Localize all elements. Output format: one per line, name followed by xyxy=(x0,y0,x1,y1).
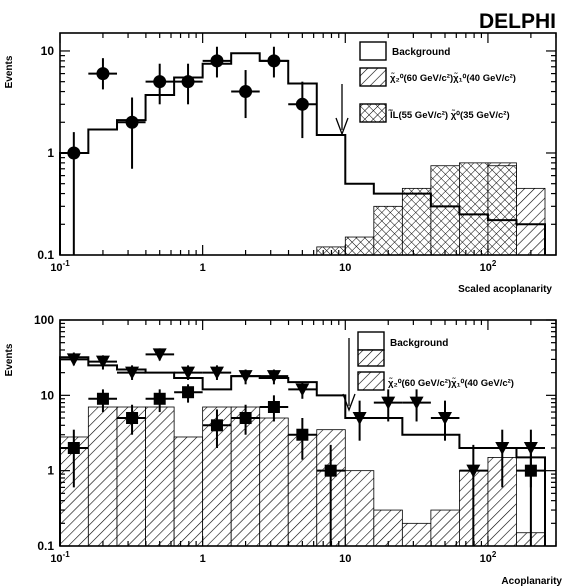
top-panel: 10-1 1 10 102 0.1 1 10 Events Scaled acoplanar… xyxy=(4,32,557,295)
bottom-data-point-triangle xyxy=(295,383,310,397)
bottom-signal-bar xyxy=(145,406,175,547)
bottom-legend-label-signal: χ̃₂⁰(60 GeV/c²)χ̃₁⁰(40 GeV/c²) xyxy=(388,377,514,389)
bottom-data-point-triangle xyxy=(152,348,167,362)
top-data-point xyxy=(210,54,224,68)
bottom-legend-swatch-signal xyxy=(357,371,385,391)
bottom-bars-layer xyxy=(59,356,547,547)
top-x-tick-label: 10-1 xyxy=(50,259,70,274)
top-signal-bar xyxy=(487,165,517,256)
bottom-data-point-square xyxy=(524,464,537,477)
bottom-data-point-triangle xyxy=(495,441,510,455)
bottom-data-point-triangle xyxy=(352,412,367,426)
top-signal-bar xyxy=(430,165,460,256)
bottom-y-tick-label: 1 xyxy=(47,464,54,478)
bottom-legend-swatch-signal-bg xyxy=(357,349,385,367)
bottom-data-point-square xyxy=(296,428,309,441)
bottom-data-point-square xyxy=(324,464,337,477)
bottom-frame xyxy=(59,319,557,547)
bottom-data-point-triangle xyxy=(266,370,281,384)
top-cut-arrow xyxy=(335,84,349,136)
bottom-data-point-square xyxy=(153,392,166,405)
top-data-point xyxy=(153,75,167,89)
bottom-data-point-triangle xyxy=(437,412,452,426)
bottom-data-point-triangle xyxy=(125,366,140,380)
bottom-signal-bar xyxy=(373,509,403,547)
top-data-point xyxy=(67,146,81,160)
top-legend-swatch-background xyxy=(359,41,387,61)
bottom-data-point-square xyxy=(182,386,195,399)
bottom-legend-swatch-background xyxy=(357,331,385,351)
bottom-data-point-square xyxy=(267,401,280,414)
experiment-label: DELPHI xyxy=(479,10,556,33)
bottom-y-tick-label: 10 xyxy=(41,388,55,402)
bottom-points-layer xyxy=(60,348,546,546)
bottom-data-point-square xyxy=(96,392,109,405)
bottom-signal-bar xyxy=(87,406,118,547)
bottom-data-point-triangle xyxy=(409,396,424,410)
top-frame xyxy=(59,32,557,256)
bottom-legend-label-background: Background xyxy=(390,338,448,349)
top-signal-bar xyxy=(401,187,432,256)
bottom-signal-bar xyxy=(259,417,289,547)
bottom-data-point-triangle xyxy=(238,370,253,384)
bottom-data-point-triangle xyxy=(181,366,196,380)
bottom-x-tick-label: 10 xyxy=(339,553,351,565)
bottom-data-point-triangle xyxy=(209,366,224,380)
bottom-data-point-square xyxy=(239,412,252,425)
bottom-data-point-triangle xyxy=(381,396,396,410)
bottom-data-point-square xyxy=(126,412,139,425)
top-legend-label-background: Background xyxy=(392,47,450,58)
bottom-background-histogram xyxy=(59,356,547,546)
top-y-tick-label: 0.1 xyxy=(37,248,54,262)
bottom-x-axis-label: Acoplanarity xyxy=(501,576,562,587)
top-x-tick-label: 102 xyxy=(480,259,497,274)
top-legend-label-signal-1: χ̃₂⁰(60 GeV/c²)χ̃₁⁰(40 GeV/c²) xyxy=(390,72,516,84)
top-y-tick-label: 10 xyxy=(41,44,55,58)
bottom-legend: Background χ̃₂⁰(60 GeV/c²)χ̃₁⁰(40 GeV/c²… xyxy=(357,331,514,391)
bottom-data-point-triangle xyxy=(466,464,481,478)
top-data-point xyxy=(125,115,139,129)
bottom-x-tick-label: 1 xyxy=(200,553,206,565)
bottom-signal-bar xyxy=(344,470,375,547)
top-x-axis-label: Scaled acoplanarity xyxy=(458,284,552,295)
bottom-data-point-triangle xyxy=(95,355,110,369)
bottom-x-tick-label: 102 xyxy=(480,550,497,565)
top-legend-swatch-signal-2 xyxy=(359,103,387,123)
top-data-point xyxy=(96,67,110,81)
bottom-ticks-layer: 10-1 1 10 102 0.1 1 10 100 xyxy=(34,313,557,565)
top-legend: Background χ̃₂⁰(60 GeV/c²)χ̃₁⁰(40 GeV/c²… xyxy=(359,41,516,123)
top-signal-bar xyxy=(516,187,546,256)
bottom-signal-bar xyxy=(401,522,432,547)
top-signal-bar xyxy=(344,236,375,256)
top-data-point xyxy=(181,75,195,89)
top-points-layer xyxy=(60,46,317,255)
top-data-point xyxy=(239,85,253,99)
bottom-y-axis-label: Events xyxy=(4,343,15,376)
bottom-signal-bar xyxy=(173,436,204,547)
bottom-y-tick-label: 0.1 xyxy=(37,539,54,553)
bottom-cut-arrow xyxy=(342,338,356,412)
top-x-tick-label: 1 xyxy=(200,262,206,274)
top-signal-bar xyxy=(459,162,489,256)
top-legend-swatch-signal-1 xyxy=(359,67,387,87)
top-data-point xyxy=(267,54,281,68)
bottom-data-point-square xyxy=(67,441,80,454)
top-y-tick-label: 1 xyxy=(47,146,54,160)
bottom-data-point-triangle xyxy=(66,353,81,367)
top-x-tick-label: 10 xyxy=(339,262,351,274)
top-data-point xyxy=(295,97,309,111)
top-ticks-layer: 10-1 1 10 102 0.1 1 10 xyxy=(37,33,557,274)
bottom-y-tick-label: 100 xyxy=(34,313,54,327)
bottom-signal-bar xyxy=(430,509,460,547)
top-bars-layer xyxy=(59,52,547,256)
top-legend-label-signal-2: l̃̃L(55 GeV/c²) χ̃⁰(35 GeV/c²) xyxy=(388,109,510,121)
top-signal-bar xyxy=(373,205,403,256)
top-y-axis-label: Events xyxy=(4,55,15,88)
bottom-x-tick-label: 10-1 xyxy=(50,550,70,565)
bottom-data-point-square xyxy=(210,419,223,432)
